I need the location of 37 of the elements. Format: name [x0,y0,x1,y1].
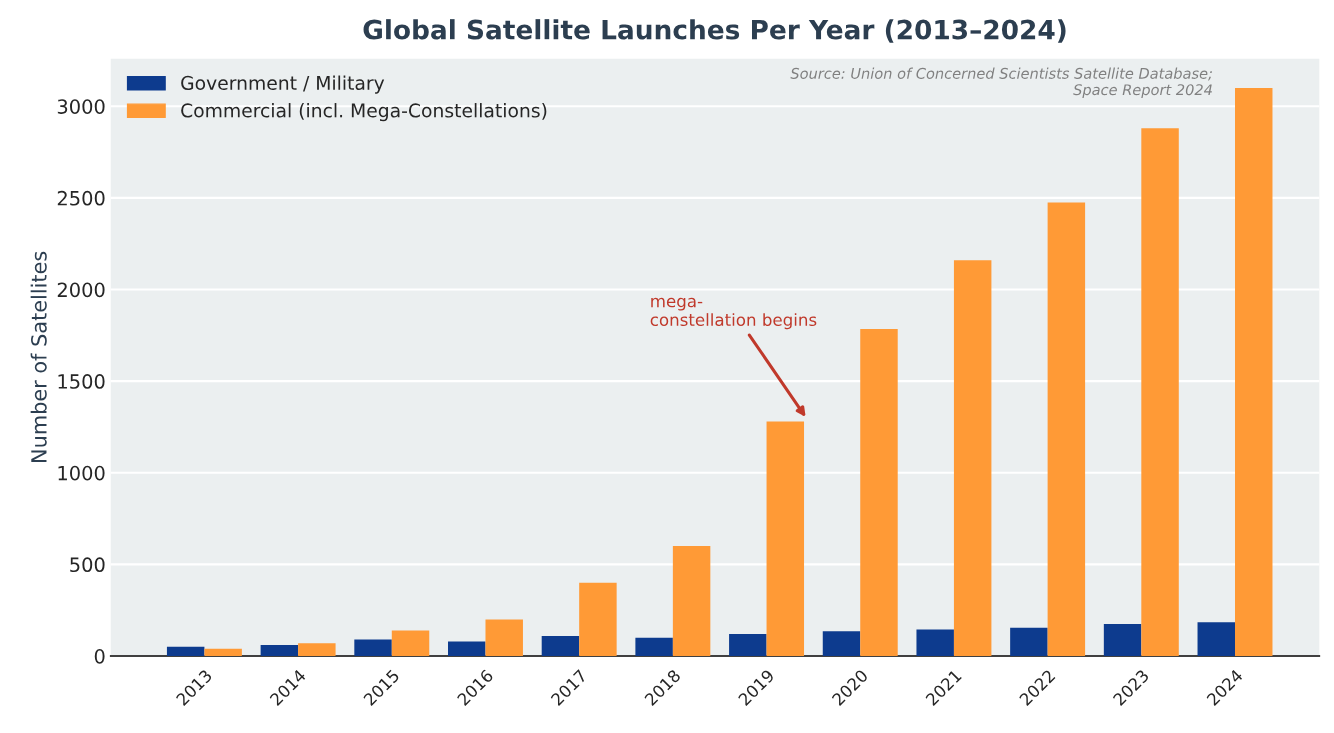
bar [1235,87,1273,657]
bar [822,631,861,657]
bar [766,421,805,657]
bar [1047,202,1086,657]
bar [1103,623,1142,657]
y-axis-title: Number of Satellites [30,251,47,462]
y-tick-label: 500 [70,557,105,573]
bar [860,328,898,657]
bar [260,645,299,657]
annotation: mega- constellation begins [650,297,817,330]
bar [579,582,617,657]
y-tick-label: 2500 [57,190,105,206]
bar [354,639,392,657]
bar [729,634,767,657]
bar [166,646,205,657]
bar [391,630,430,657]
bar [448,641,486,657]
y-tick-label: 3000 [57,99,105,114]
bar [953,260,992,657]
annotation: Source: Union of Concerned Scientists Satellite Database; Space Report 2024 [790,67,1212,99]
chart-title: Global Satellite Launches Per Year (2013–2024) [363,19,1066,43]
bar [204,648,242,657]
bar [1197,622,1235,657]
bar [298,643,336,657]
bar [541,635,580,657]
bar [485,619,523,657]
legend-label: Commercial (incl. Mega-Constellations) [181,103,547,122]
bar [635,637,673,657]
bar [916,629,954,657]
y-tick-label: 2000 [57,282,105,298]
legend-label: Government / Military [181,75,385,94]
y-tick-label: 1000 [58,465,105,481]
bar [672,546,711,657]
bar [1010,627,1048,657]
bar [1141,128,1179,657]
y-tick-label: 1500 [58,374,105,389]
y-tick-label: 0 [94,648,105,664]
